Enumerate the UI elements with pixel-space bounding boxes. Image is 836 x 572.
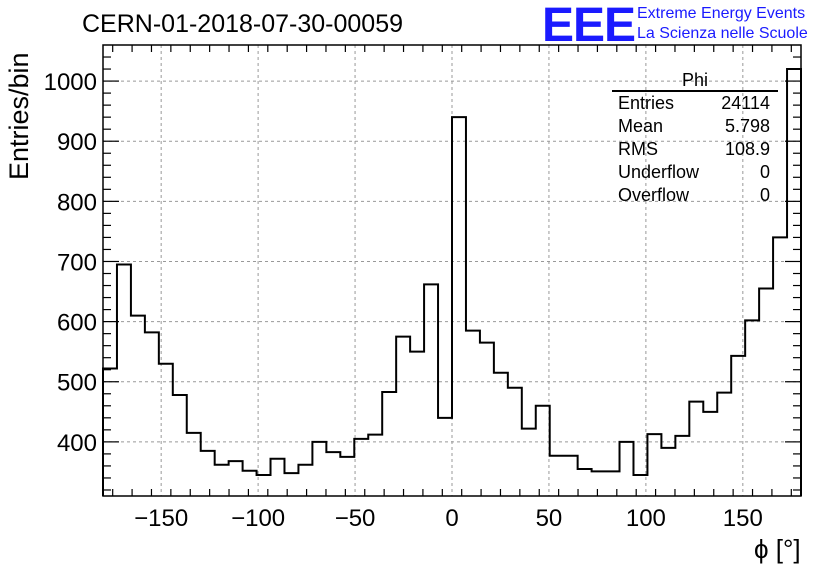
stats-value: 0 xyxy=(759,162,770,182)
histogram-bin xyxy=(536,406,550,496)
stats-row: Overflow 0 xyxy=(612,184,778,207)
histogram-bin xyxy=(229,461,243,496)
x-tick-label: 0 xyxy=(445,505,458,532)
logo-line-2: La Scienza nelle Scuole xyxy=(637,25,808,42)
histogram-bin xyxy=(410,352,424,496)
histogram-bin xyxy=(773,237,787,496)
histogram-bin xyxy=(480,343,494,496)
x-tick-label: 150 xyxy=(723,505,763,532)
x-tick-label: −150 xyxy=(134,505,188,532)
histogram-bin xyxy=(717,393,731,496)
histogram-bin xyxy=(284,473,298,496)
y-tick-label: 600 xyxy=(57,310,97,337)
histogram-bin xyxy=(368,435,382,496)
logo-caption: Extreme Energy Events La Scienza nelle S… xyxy=(637,4,808,44)
histogram-bin xyxy=(606,471,620,496)
histogram-bin xyxy=(745,320,759,496)
histogram-bin xyxy=(243,471,257,496)
histogram-outline xyxy=(102,68,802,496)
stats-title: Phi xyxy=(612,70,778,92)
y-tick-label: 800 xyxy=(57,189,97,216)
histogram-bin xyxy=(145,332,159,496)
stats-value: 0 xyxy=(759,185,770,205)
stats-value: 24114 xyxy=(721,93,770,113)
stats-label: Underflow xyxy=(618,162,700,182)
histogram-bin xyxy=(340,457,354,496)
histogram-bin xyxy=(382,392,396,496)
histogram-bin xyxy=(564,456,578,496)
histogram-bin xyxy=(620,442,634,496)
histogram-bin xyxy=(271,459,285,496)
histogram-bin xyxy=(675,436,689,496)
histogram-bin xyxy=(424,284,438,496)
x-axis-label: ϕ [°] xyxy=(754,534,801,564)
logo-line-1: Extreme Energy Events xyxy=(637,5,806,22)
stats-row: Mean 5.798 xyxy=(612,115,778,138)
histogram-bin xyxy=(354,439,368,496)
x-tick-label: −50 xyxy=(335,505,376,532)
histogram-bin xyxy=(215,465,229,496)
histogram-bin xyxy=(201,451,215,496)
y-tick-label: 900 xyxy=(57,129,97,156)
histogram-bin xyxy=(117,264,131,496)
histogram-bin xyxy=(396,337,410,496)
eee-logo: EEE xyxy=(542,0,636,52)
plot-frame xyxy=(102,44,802,497)
histogram-bin xyxy=(103,369,117,496)
histogram-bin xyxy=(647,434,661,496)
histogram-bin xyxy=(131,316,145,496)
histogram-bin xyxy=(312,442,326,496)
histogram-bin xyxy=(452,117,466,496)
tick-labels: −150 −100 −50 0 50 100 150 400 500 600 700 800 900 10… xyxy=(44,69,763,532)
histogram-bin xyxy=(592,471,606,496)
histogram-bin xyxy=(326,452,340,496)
histogram-bin xyxy=(759,289,773,496)
histogram-bin xyxy=(787,69,801,496)
histogram-bin xyxy=(257,475,271,496)
stats-label: RMS xyxy=(618,139,658,159)
stats-label: Overflow xyxy=(618,185,690,205)
stats-row: RMS 108.9 xyxy=(612,138,778,161)
y-tick-label: 700 xyxy=(57,249,97,276)
stats-value: 5.798 xyxy=(724,116,770,136)
x-tick-label: 100 xyxy=(626,505,666,532)
y-tick-label: 400 xyxy=(57,430,97,457)
x-tick-label: −100 xyxy=(231,505,285,532)
histogram-bin xyxy=(703,412,717,496)
histogram-bin xyxy=(298,465,312,496)
histogram-bin xyxy=(466,331,480,496)
histogram-bin xyxy=(633,475,647,496)
histogram-bin xyxy=(494,373,508,496)
y-tick-label: 500 xyxy=(57,370,97,397)
stats-label: Mean xyxy=(618,116,664,136)
histogram-bin xyxy=(661,448,675,496)
x-tick-label: 50 xyxy=(536,505,563,532)
histogram-bin xyxy=(578,469,592,496)
y-axis-label: Entries/bin xyxy=(4,52,34,180)
chart-title: CERN-01-2018-07-30-00059 xyxy=(82,10,404,38)
histogram-bin xyxy=(522,429,536,496)
stats-row: Underflow 0 xyxy=(612,161,778,184)
histogram-bars xyxy=(102,68,802,496)
stats-box: Phi Entries 24114 Mean 5.798 RMS 108.9 U… xyxy=(612,70,778,207)
histogram-bin xyxy=(689,402,703,496)
stats-row: Entries 24114 xyxy=(612,92,778,115)
stats-label: Entries xyxy=(618,93,675,113)
histogram-bin xyxy=(550,456,564,496)
histogram-bin xyxy=(438,418,452,496)
stats-value: 108.9 xyxy=(724,139,770,159)
axis-ticks xyxy=(103,45,801,496)
histogram-bin xyxy=(173,395,187,496)
y-tick-label: 1000 xyxy=(44,69,97,96)
